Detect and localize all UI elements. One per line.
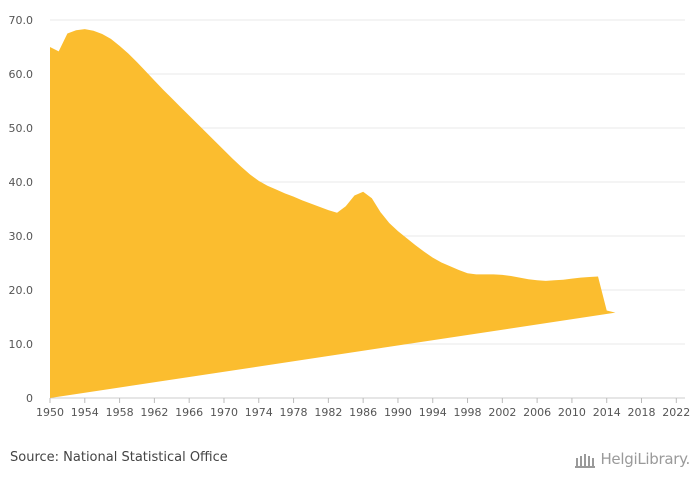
x-tick-label: 1970 bbox=[210, 406, 238, 419]
library-building-icon bbox=[575, 454, 596, 468]
area-fill bbox=[50, 29, 616, 399]
x-tick-label: 2022 bbox=[662, 406, 690, 419]
y-tick-label: 40.0 bbox=[9, 176, 34, 189]
x-tick-label: 2018 bbox=[628, 406, 656, 419]
y-tick-label: 50.0 bbox=[9, 122, 34, 135]
brand-text: HelgiLibrary. bbox=[600, 450, 690, 468]
x-tick-label: 2010 bbox=[558, 406, 586, 419]
footer: Source: National Statistical Office Helg… bbox=[0, 440, 700, 483]
y-tick-label: 30.0 bbox=[9, 230, 34, 243]
y-tick-label: 10.0 bbox=[9, 338, 34, 351]
x-tick-label: 1998 bbox=[454, 406, 482, 419]
x-tick-label: 2002 bbox=[488, 406, 516, 419]
x-tick-label: 1994 bbox=[419, 406, 447, 419]
y-axis-ticks: 0 10.0 20.0 30.0 40.0 50.0 60.0 70.0 bbox=[9, 14, 34, 405]
x-tick-label: 1962 bbox=[140, 406, 168, 419]
y-tick-label: 20.0 bbox=[9, 284, 34, 297]
x-tick-label: 1978 bbox=[280, 406, 308, 419]
x-tick-label: 1954 bbox=[71, 406, 99, 419]
y-tick-label: 0 bbox=[26, 392, 33, 405]
x-tick-label: 1958 bbox=[106, 406, 134, 419]
x-tick-label: 1990 bbox=[384, 406, 412, 419]
x-tick-label: 1974 bbox=[245, 406, 273, 419]
area-chart: 010.020.030.040.050.060.070.0 1950 1954 19… bbox=[9, 14, 691, 419]
x-tick-label: 1986 bbox=[349, 406, 377, 419]
x-tick-label: 1966 bbox=[175, 406, 203, 419]
area-series bbox=[50, 29, 616, 399]
source-note: Source: National Statistical Office bbox=[10, 450, 228, 465]
helgi-library-logo: HelgiLibrary. bbox=[574, 448, 690, 470]
y-tick-label: 70.0 bbox=[9, 14, 34, 27]
x-tick-label: 2014 bbox=[593, 406, 621, 419]
x-axis-ticks: 1950 1954 1958 1962 1966 1970 1974 1978 1982 1986… bbox=[36, 398, 690, 419]
x-tick-label: 2006 bbox=[523, 406, 551, 419]
x-tick-label: 1982 bbox=[314, 406, 342, 419]
y-tick-label: 60.0 bbox=[9, 68, 34, 81]
x-tick-label: 1950 bbox=[36, 406, 64, 419]
